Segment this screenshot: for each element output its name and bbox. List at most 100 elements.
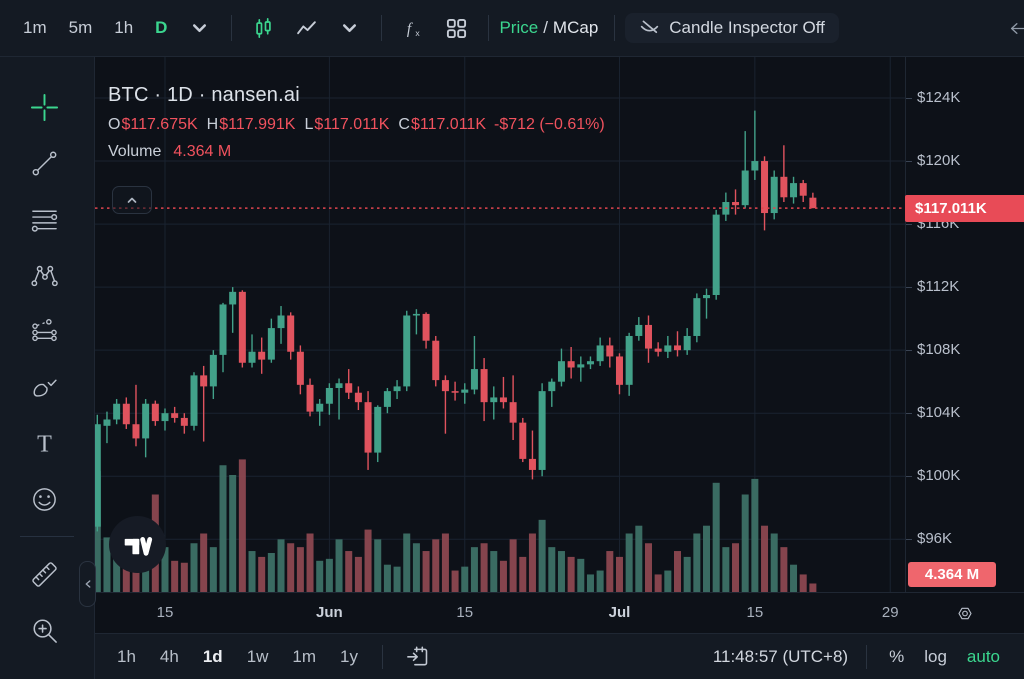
volume-bar	[200, 533, 208, 592]
candle-body	[151, 403, 159, 422]
price-mode-button[interactable]: Price	[499, 18, 539, 37]
candle-body	[287, 315, 295, 352]
volume-bar	[557, 551, 565, 592]
tool-fib-retracement-button[interactable]	[0, 191, 88, 247]
chart-legend: BTC · 1D · nansen.ai O $117.675K H $117.99…	[108, 84, 605, 161]
auto-scale-button[interactable]: auto	[957, 642, 1010, 672]
candle-body	[606, 345, 614, 357]
candle-body	[412, 313, 420, 316]
interval-d-button[interactable]: D	[144, 12, 178, 44]
candle-body	[480, 369, 488, 403]
candle-body	[113, 403, 121, 420]
interval-1m-button[interactable]: 1m	[12, 12, 58, 44]
candle-body	[190, 375, 198, 426]
current-price-badge: $117.011K	[905, 195, 1024, 223]
sidebar-collapse-button[interactable]	[79, 561, 96, 607]
range-1h-button[interactable]: 1h	[108, 642, 145, 672]
price-axis[interactable]: $124K $120K $116K $112K $108K $104K $100K $96K	[905, 57, 1024, 592]
volume-bar	[432, 539, 440, 592]
tradingview-logo[interactable]	[109, 516, 166, 573]
percent-scale-button[interactable]: %	[879, 642, 914, 672]
sidebar-divider	[20, 536, 74, 537]
layout-grid-icon	[446, 18, 467, 39]
range-4h-button[interactable]: 4h	[151, 642, 188, 672]
candle-body	[95, 424, 101, 527]
volume-bar	[809, 583, 817, 592]
candle-inspector-toggle[interactable]: Candle Inspector Off	[625, 13, 839, 43]
candle-body	[528, 458, 536, 470]
low-value: $117.011K	[314, 116, 390, 133]
tool-xabcd-pattern-button[interactable]	[0, 247, 88, 303]
layout-button[interactable]	[435, 12, 478, 45]
interval-menu-button[interactable]	[178, 12, 221, 45]
text-icon: T	[30, 429, 59, 458]
tool-text-button[interactable]: T	[0, 415, 88, 471]
volume-bar	[790, 564, 798, 592]
range-1m-button[interactable]: 1m	[283, 642, 325, 672]
chart-settings-button[interactable]	[950, 599, 980, 627]
candle-body	[809, 197, 817, 209]
candle-body	[422, 313, 430, 341]
candle-body	[644, 324, 652, 349]
tool-zoom-in-button[interactable]	[0, 602, 88, 658]
candle-body	[171, 413, 179, 418]
style-menu-button[interactable]	[328, 12, 371, 45]
calendar-go-to-icon	[406, 645, 429, 668]
tradingview-icon	[121, 528, 155, 562]
candle-body	[674, 345, 681, 351]
volume-bar	[229, 475, 237, 592]
range-1y-button[interactable]: 1y	[331, 642, 367, 672]
candle-body	[557, 361, 565, 382]
volume-bar	[674, 551, 681, 592]
volume-bar	[296, 547, 304, 592]
tool-brush-button[interactable]	[0, 359, 88, 415]
emoji-icon	[30, 485, 59, 514]
volume-bar	[451, 570, 459, 592]
close-value: $117.011K	[410, 116, 486, 133]
tool-ruler-button[interactable]	[0, 546, 88, 602]
candle-body	[325, 387, 333, 404]
range-group: 1h 4h 1d 1w 1m 1y	[105, 642, 370, 672]
low-label: L	[304, 116, 314, 133]
volume-bar	[470, 547, 478, 592]
mcap-mode-button[interactable]: MCap	[552, 18, 599, 37]
range-1w-button[interactable]: 1w	[238, 642, 278, 672]
line-style-button[interactable]	[285, 12, 328, 45]
volume-bar	[238, 459, 246, 592]
tool-crosshair-button[interactable]	[0, 79, 88, 135]
back-arrow-button[interactable]	[998, 12, 1024, 45]
candle-body	[548, 381, 556, 392]
time-axis[interactable]: 15 Jun 15 Jul 15 29	[95, 592, 1024, 633]
tool-trend-line-button[interactable]	[0, 135, 88, 191]
tool-forecast-button[interactable]	[0, 303, 88, 359]
candle-body	[248, 351, 256, 363]
volume-bar	[538, 519, 546, 592]
volume-bar	[219, 465, 227, 592]
go-to-date-button[interactable]	[395, 639, 440, 674]
range-1d-button[interactable]: 1d	[194, 642, 232, 672]
interval-5m-button[interactable]: 5m	[58, 12, 104, 44]
log-scale-button[interactable]: log	[914, 642, 957, 672]
volume-bar	[780, 547, 788, 592]
price-mcap-toggle: Price / MCap	[499, 18, 598, 38]
candles-style-button[interactable]	[242, 12, 285, 45]
interval-1h-button[interactable]: 1h	[103, 12, 144, 44]
candle-body	[403, 315, 411, 387]
candle-body	[654, 348, 662, 352]
candle-body	[509, 402, 517, 423]
price-axis-label: $100K	[917, 467, 961, 485]
tool-emoji-button[interactable]	[0, 471, 88, 527]
candle-body	[238, 291, 246, 363]
volume-label: Volume	[108, 143, 162, 160]
candle-body	[703, 295, 711, 299]
price-axis-tick	[906, 223, 912, 225]
candle-body	[615, 356, 623, 385]
candle-body	[374, 406, 382, 453]
volume-bar	[393, 566, 401, 592]
candle-body	[122, 403, 130, 425]
volume-bar	[490, 551, 498, 592]
timezone-clock[interactable]: 11:48:57 (UTC+8)	[707, 646, 854, 668]
legend-collapse-button[interactable]	[112, 186, 152, 214]
volume-bar	[374, 539, 382, 592]
